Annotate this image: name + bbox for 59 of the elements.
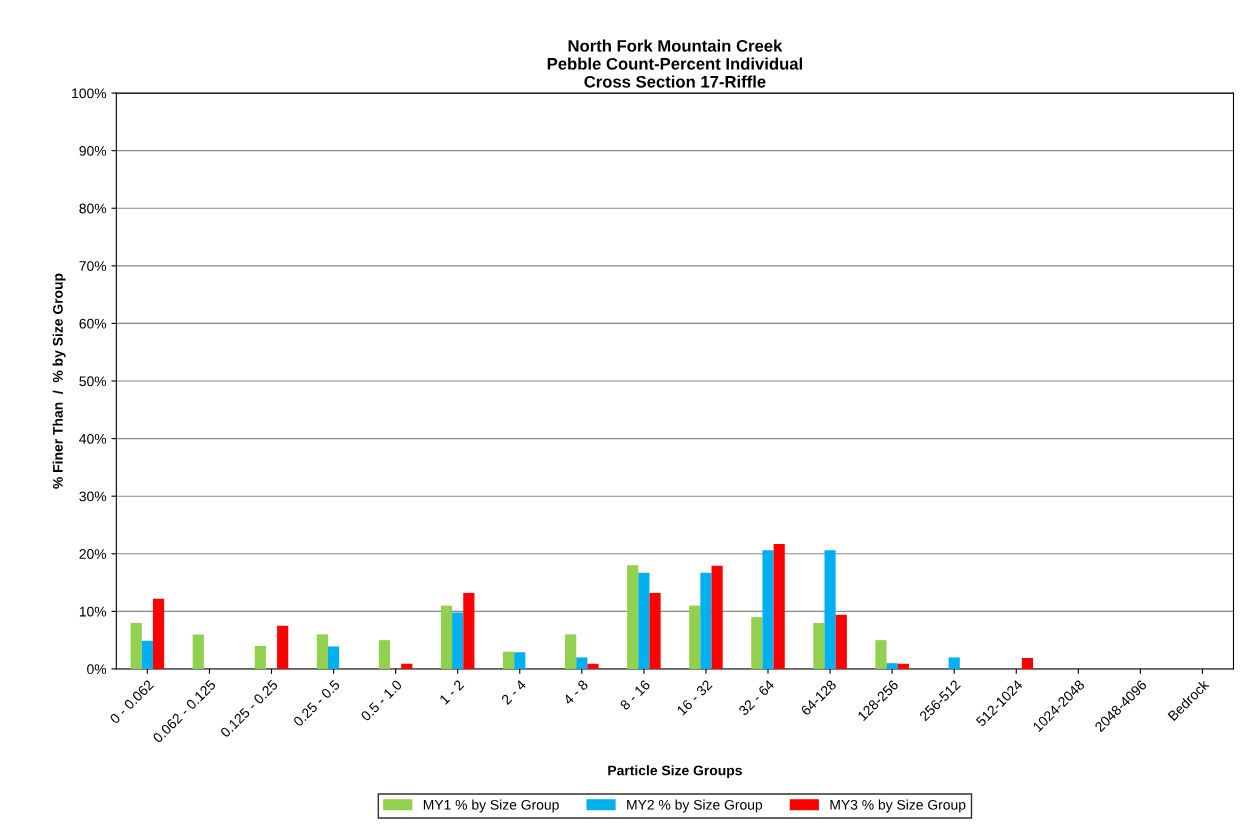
legend-label: MY2 % by Size Group: [627, 799, 763, 813]
bar: [152, 598, 165, 669]
y-tick-label: 40%: [79, 433, 107, 444]
bar: [440, 605, 453, 669]
y-tick-label: 50%: [79, 376, 107, 387]
bar: [751, 617, 763, 669]
x-tick-label: 32 - 64: [738, 679, 775, 717]
bar: [514, 652, 526, 669]
bar: [503, 651, 515, 669]
bar: [141, 640, 153, 669]
y-tick-label: 30%: [79, 491, 107, 502]
y-tick-label: 80%: [79, 203, 107, 214]
bar: [327, 646, 340, 669]
x-tick-label: 2 - 4: [500, 679, 527, 705]
bar: [948, 657, 960, 669]
chart-title: North Fork Mountain Creek Pebble Count-Percent Individual Cross Section 17-Riffle: [547, 39, 802, 88]
bar: [277, 625, 289, 669]
y-tick-label: 0%: [87, 664, 107, 675]
bar: [587, 663, 599, 669]
bar: [192, 634, 204, 669]
bar: [897, 663, 909, 669]
bar: [130, 622, 142, 669]
bar: [835, 614, 847, 669]
bar: [773, 543, 785, 669]
y-tick-label: 70%: [79, 261, 107, 272]
x-axis-title: Particle Size Groups: [608, 765, 742, 779]
bar: [813, 622, 825, 669]
x-tick-label: 0.5 - 1.0: [360, 679, 403, 722]
y-tick-label: 100%: [72, 88, 107, 99]
x-tick-label: 1 - 2: [439, 679, 465, 705]
legend-label: MY1 % by Size Group: [423, 799, 559, 813]
bar: [762, 550, 774, 669]
bar: [378, 640, 391, 669]
bar: [254, 645, 266, 669]
y-tick-label: 60%: [79, 318, 107, 329]
bar: [316, 634, 328, 669]
bar: [875, 640, 887, 669]
bar: [886, 663, 898, 669]
bar: [576, 657, 588, 669]
y-tick-label: 90%: [79, 145, 107, 156]
bar: [565, 634, 577, 669]
bar: [649, 592, 661, 669]
y-tick-label: 20%: [79, 549, 107, 559]
x-tick-label: 16 - 32: [676, 679, 713, 716]
bar: [401, 663, 413, 669]
bar: [452, 612, 464, 669]
bar: [689, 605, 701, 669]
y-tick-label: 10%: [79, 606, 107, 617]
legend-label: MY3 % by Size Group: [830, 799, 966, 813]
bar: [700, 572, 712, 669]
bar: [1021, 658, 1034, 669]
bar: [638, 572, 650, 669]
y-axis-title: % Finer Than / % by Size Group: [52, 273, 66, 489]
bar: [711, 565, 723, 669]
bar: [824, 550, 836, 669]
x-tick-label: 8 - 16: [619, 679, 651, 711]
x-tick-label: 4 - 8: [562, 679, 589, 706]
bar: [627, 565, 639, 669]
bar: [463, 592, 475, 669]
